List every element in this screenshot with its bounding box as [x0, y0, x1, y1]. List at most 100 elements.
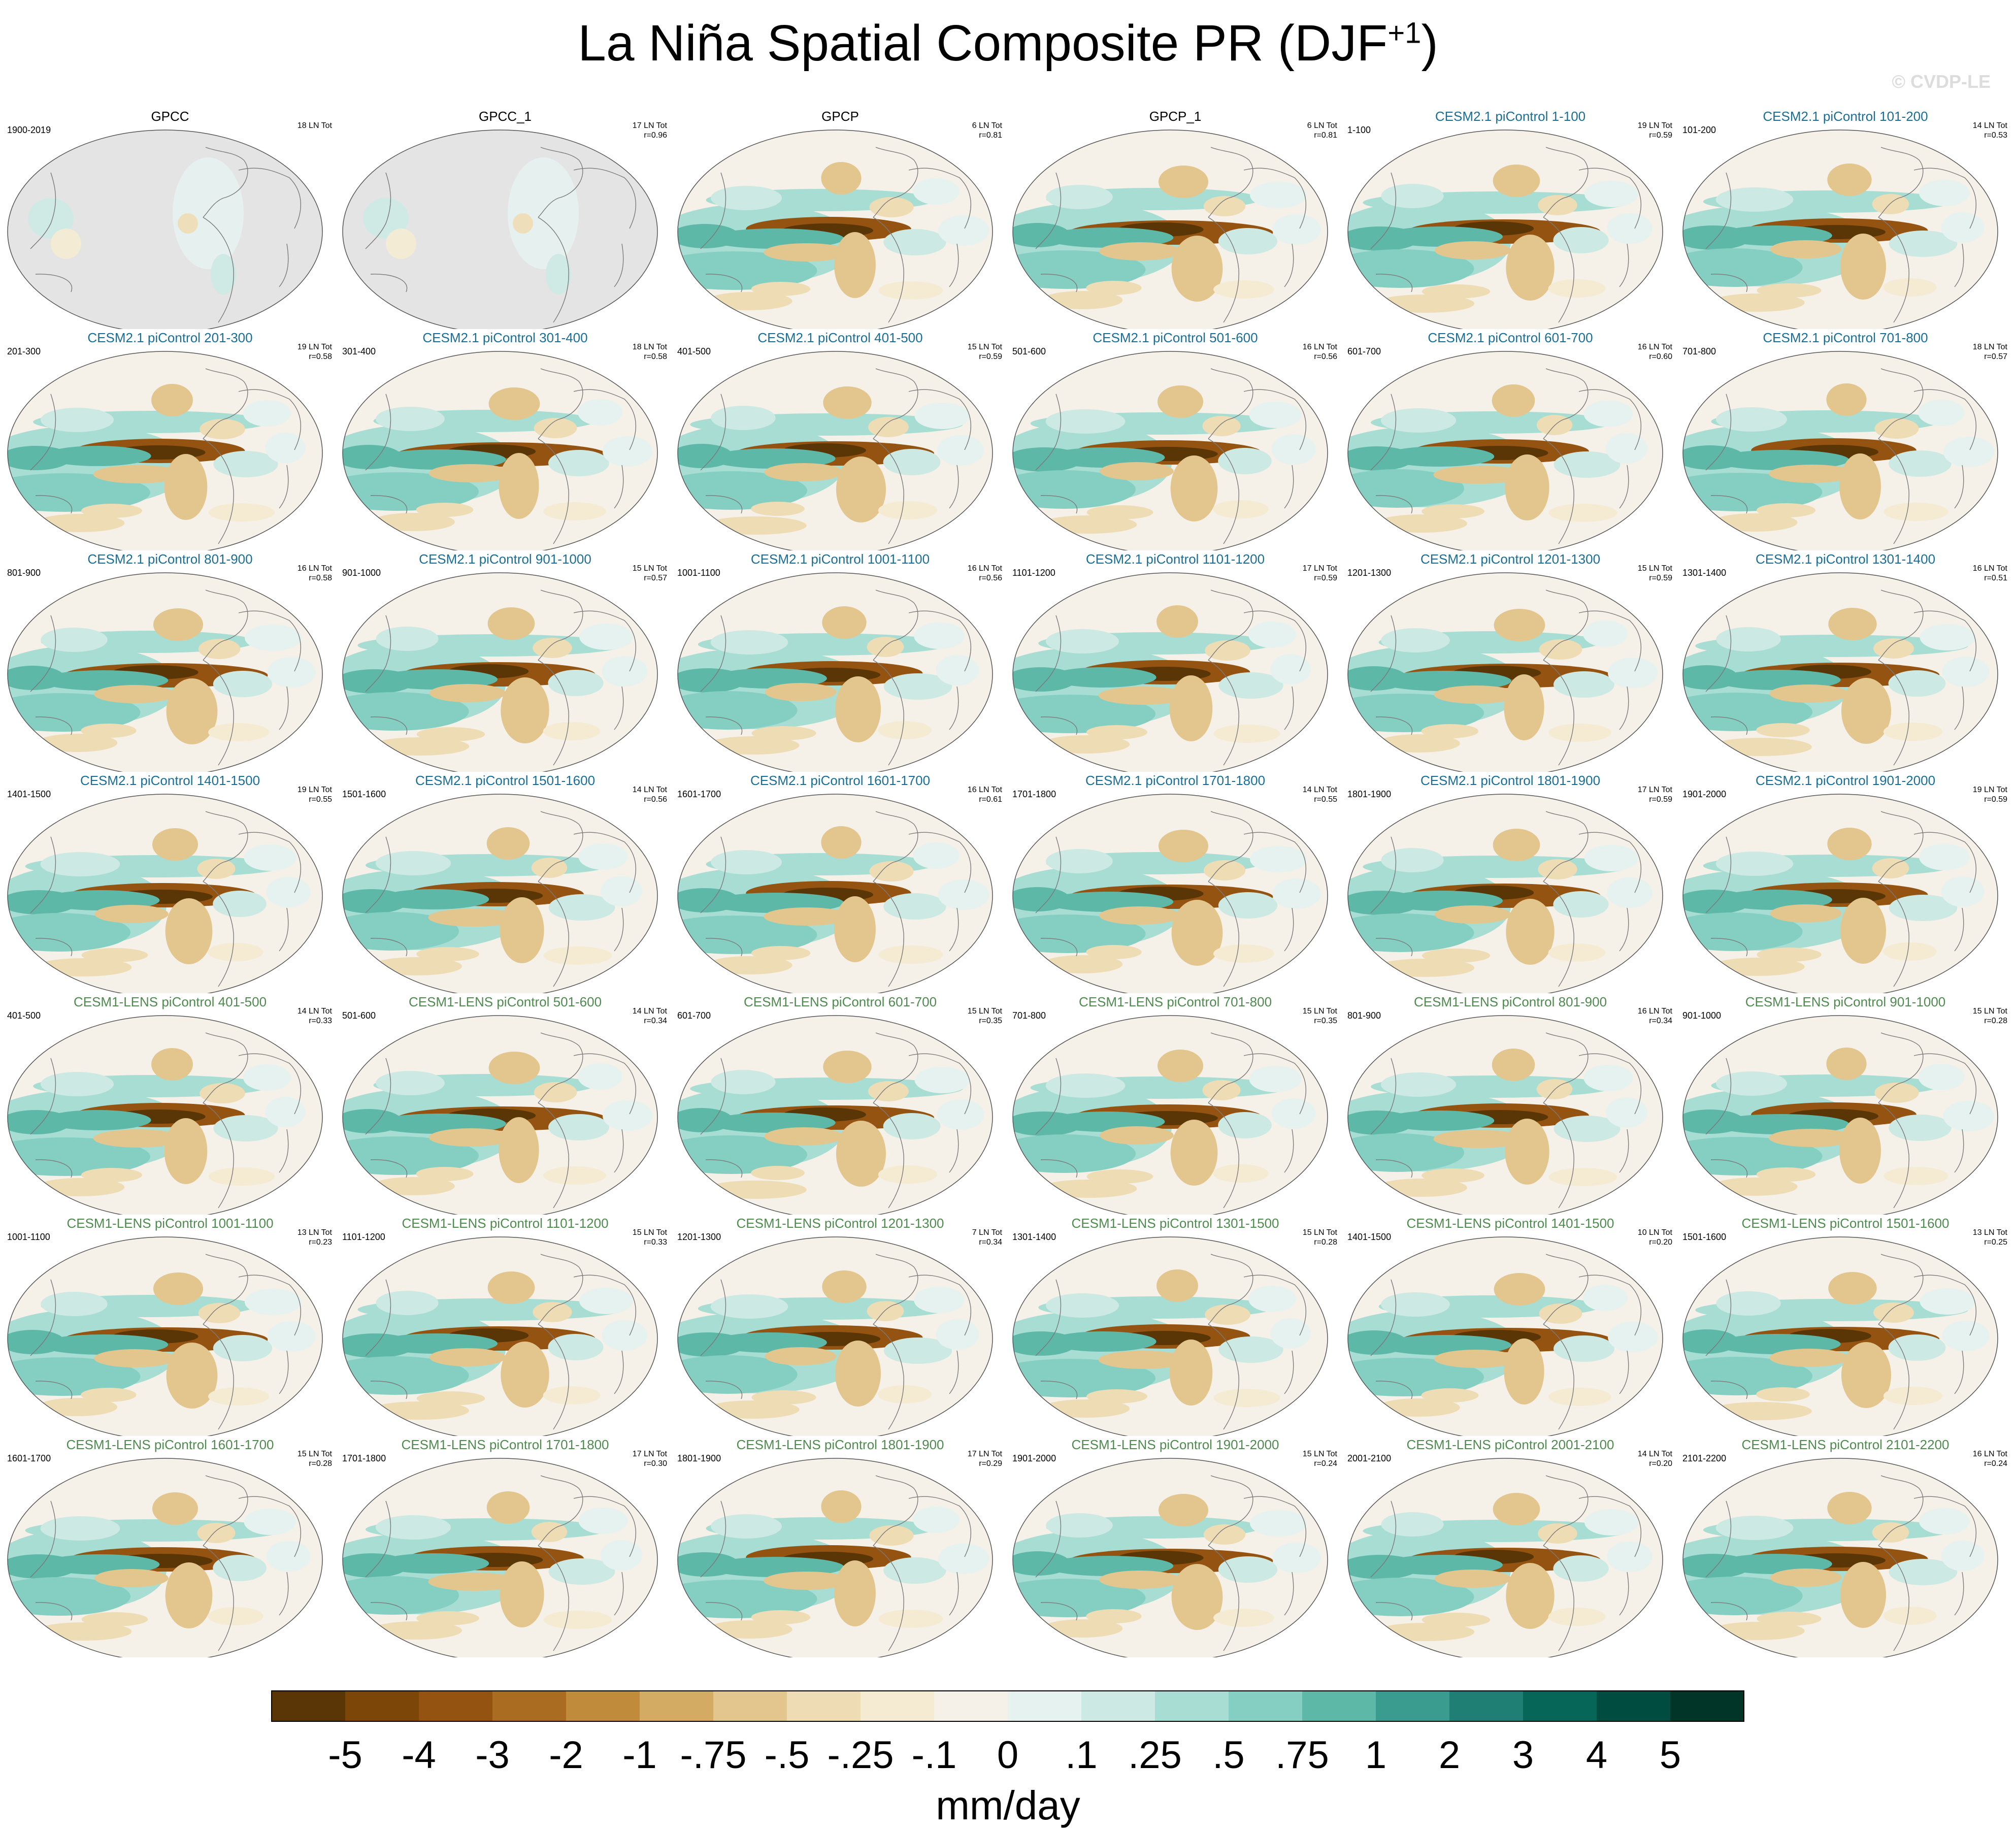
- anomaly-patch: [213, 451, 278, 477]
- anomaly-patch: [198, 1303, 241, 1323]
- anomaly-patch: [1539, 639, 1582, 660]
- anomaly-patch: [376, 1071, 445, 1095]
- anomaly-patch: [37, 734, 118, 752]
- coastline: [1578, 1053, 1641, 1115]
- anomaly-patch: [883, 229, 946, 255]
- anomaly-patch: [1889, 895, 1958, 921]
- panel-stats: 19 LN Tot r=0.58: [298, 342, 332, 362]
- coastline: [1208, 881, 1239, 987]
- colorbar-swatch: [1302, 1691, 1376, 1721]
- panel-period: 901-1000: [342, 568, 381, 578]
- anomaly-patch: [376, 1291, 439, 1315]
- coastline: [700, 1058, 726, 1135]
- colorbar-swatch: [787, 1691, 861, 1721]
- coastline: [1578, 1275, 1641, 1336]
- coastline: [873, 1324, 904, 1430]
- anomaly-patch: [208, 1167, 275, 1186]
- anomaly-patch: [867, 1301, 904, 1321]
- anomaly-patch: [1918, 400, 1965, 426]
- anomaly-patch: [711, 1070, 776, 1094]
- map-field: [1682, 129, 1998, 329]
- anomaly-patch: [1086, 725, 1147, 739]
- panel-period: 601-700: [1347, 346, 1381, 356]
- anomaly-patch: [1548, 1388, 1611, 1406]
- map-border: [677, 351, 993, 550]
- panel-period: 1301-1400: [1012, 1232, 1056, 1242]
- coastline: [1913, 832, 1976, 893]
- panel-correlation: r=0.60: [1649, 352, 1672, 361]
- anomaly-patch: [1506, 235, 1555, 301]
- anomaly-patch: [821, 826, 862, 859]
- anomaly-patch: [579, 624, 633, 650]
- anomaly-patch: [1553, 227, 1609, 253]
- panel-title: CESM2.1 piControl 901-1000: [419, 551, 591, 567]
- panel-title: CESM1-LENS piControl 901-1000: [1745, 994, 1946, 1009]
- panel-correlation: r=0.29: [979, 1459, 1002, 1468]
- anomaly-patch: [213, 1115, 278, 1141]
- coastline: [908, 168, 971, 229]
- coastline: [1375, 1159, 1413, 1178]
- anomaly-patch: [40, 852, 120, 876]
- map-panel: CESM1-LENS piControl 901-1000 901-1000 15 …: [1680, 993, 2010, 1215]
- panel-stats: 16 LN Tot r=0.61: [968, 785, 1002, 804]
- panel-stats: 16 LN Tot r=0.51: [1973, 564, 2007, 583]
- anomaly-patch: [602, 1100, 653, 1131]
- anomaly-patch: [508, 157, 579, 269]
- coastline: [30, 1058, 56, 1135]
- colorbar-tick-label: -.25: [828, 1734, 894, 1777]
- anomaly-patch: [1548, 1168, 1617, 1186]
- anomaly-patch: [1770, 904, 1842, 923]
- map-panel: CESM2.1 piControl 701-800 701-800 18 LN To…: [1680, 329, 2010, 550]
- coastline: [1913, 1053, 1976, 1115]
- coastline: [1040, 495, 1078, 514]
- anomaly-patch: [836, 1121, 886, 1187]
- anomaly-patch: [1158, 166, 1209, 198]
- anomaly-patch: [1348, 446, 1414, 471]
- anomaly-patch: [1205, 640, 1250, 661]
- panel-period: 1401-1500: [7, 789, 51, 799]
- map-field: [1012, 572, 1328, 772]
- anomaly-patch: [1872, 858, 1909, 878]
- panel-stats: 16 LN Tot r=0.56: [1303, 342, 1337, 362]
- anomaly-patch: [1433, 1130, 1525, 1148]
- panel-period: 501-600: [1012, 346, 1046, 356]
- anomaly-patch: [8, 1554, 78, 1579]
- coastline: [1578, 389, 1641, 450]
- anomaly-patch: [93, 465, 182, 483]
- panel-stats: 17 LN Tot r=0.59: [1303, 564, 1337, 583]
- anomaly-patch: [1042, 955, 1123, 973]
- coastline: [705, 716, 743, 735]
- coastline: [203, 1032, 248, 1103]
- map-border: [1012, 351, 1328, 550]
- coastline: [1208, 660, 1239, 766]
- panel-count: 18 LN Tot: [1972, 343, 2007, 351]
- anomaly-patch: [1381, 628, 1450, 652]
- coastline: [538, 1475, 583, 1546]
- panel-title: CESM2.1 piControl 201-300: [87, 330, 253, 345]
- coastline: [1878, 1254, 1924, 1325]
- coastline: [1035, 394, 1062, 471]
- anomaly-patch: [1536, 1079, 1573, 1099]
- anomaly-patch: [164, 454, 208, 520]
- coastline: [1040, 1602, 1078, 1621]
- anomaly-patch: [165, 1562, 213, 1628]
- watermark: © CVDP-LE: [1892, 71, 1991, 92]
- coastline: [1208, 590, 1253, 661]
- anomaly-patch: [1554, 1335, 1614, 1362]
- anomaly-patch: [1049, 667, 1156, 688]
- anomaly-patch: [867, 637, 904, 657]
- anomaly-patch: [822, 606, 867, 639]
- panel-correlation: r=0.58: [644, 352, 667, 361]
- panel-correlation: r=0.53: [1984, 131, 2007, 140]
- panel-period: 1801-1900: [1347, 789, 1392, 799]
- panel-period: 101-200: [1682, 125, 1716, 135]
- anomaly-patch: [1098, 1351, 1187, 1369]
- coastline: [949, 907, 959, 952]
- anomaly-patch: [1827, 828, 1872, 860]
- coastline: [1370, 1279, 1397, 1356]
- anomaly-patch: [40, 1072, 114, 1096]
- anomaly-patch: [245, 1289, 302, 1315]
- panel-title: CESM2.1 piControl 1401-1500: [80, 773, 260, 788]
- panel-correlation: r=0.61: [979, 795, 1002, 804]
- anomaly-patch: [35, 1622, 132, 1641]
